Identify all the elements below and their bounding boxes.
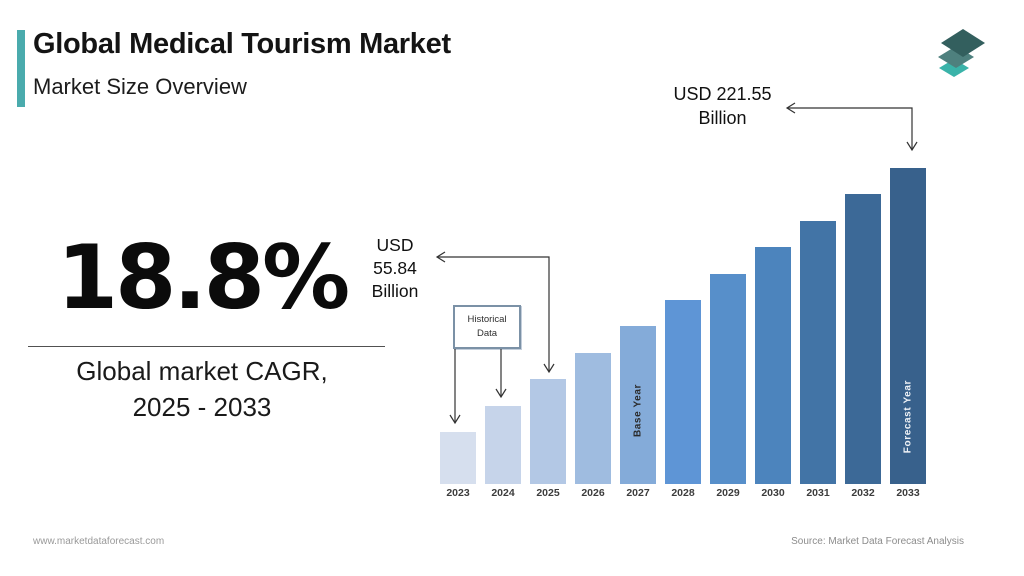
title-accent-bar	[17, 30, 25, 107]
x-axis-year-labels: 2023 2024 2025 2026 2027 2028 2029 2030 2031 2032…	[440, 487, 940, 501]
bar-2031	[800, 221, 836, 484]
year-label-2025: 2025	[536, 487, 560, 499]
year-label-2023: 2023	[446, 487, 470, 499]
bar-2028	[665, 300, 701, 484]
historical-data-box-line1: Historical	[467, 313, 507, 325]
year-label-2033: 2033	[896, 487, 920, 499]
forecast-year-label: Forecast Year	[902, 379, 914, 453]
bar-2029	[710, 274, 746, 484]
year-label-2024: 2024	[491, 487, 515, 499]
page-subtitle: Market Size Overview	[33, 74, 247, 99]
historical-data-box-line2: Data	[476, 328, 498, 339]
bar-chart: Base Year Forecast Year	[440, 168, 940, 484]
value-annotation-2033-line1: USD 221.55	[673, 84, 772, 104]
cagr-label-line2: 2025 - 2033	[132, 391, 272, 422]
value-annotation-2033: USD 221.55 Billion	[650, 82, 795, 131]
cagr-label: Global market CAGR, 2025 - 2033	[12, 354, 392, 426]
value-annotation-2033-line2: Billion	[698, 108, 747, 129]
bar-2032	[845, 194, 881, 484]
stacked-diamonds-logo-icon	[938, 29, 985, 77]
year-label-2029: 2029	[716, 487, 740, 499]
year-label-2030: 2030	[761, 487, 785, 499]
value-annotation-2025-line1: USD	[376, 235, 414, 255]
source-note: Source: Market Data Forecast Analysis	[791, 536, 964, 547]
year-label-2031: 2031	[806, 487, 830, 499]
year-label-2032: 2032	[851, 487, 875, 499]
website-url: www.marketdataforecast.com	[33, 536, 165, 547]
cagr-value: 18.8%	[56, 226, 350, 329]
cagr-divider	[28, 346, 385, 347]
cagr-label-line1: Global market CAGR,	[76, 356, 328, 386]
bar-2033: Forecast Year	[890, 168, 926, 484]
year-label-2026: 2026	[581, 487, 605, 499]
value-annotation-2025-line2: 55.84	[373, 257, 417, 278]
arrow-usd-2033	[785, 102, 918, 152]
bar-2027: Base Year	[620, 326, 656, 484]
bar-2025	[530, 379, 566, 484]
bar-2023	[440, 432, 476, 484]
year-label-2028: 2028	[671, 487, 695, 499]
bar-2026	[575, 353, 611, 484]
bar-2024	[485, 406, 521, 484]
year-label-2027: 2027	[626, 487, 650, 499]
bar-2030	[755, 247, 791, 484]
base-year-label: Base Year	[632, 383, 644, 437]
value-annotation-2025: USD 55.84 Billion	[345, 234, 445, 302]
page-title: Global Medical Tourism Market	[33, 28, 451, 60]
historical-data-box: Historical Data	[453, 305, 521, 349]
value-annotation-2025-line3: Billion	[371, 280, 419, 301]
